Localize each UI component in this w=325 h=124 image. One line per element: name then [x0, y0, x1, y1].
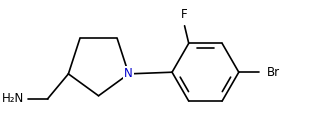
Text: H₂N: H₂N [2, 92, 24, 105]
Text: N: N [124, 67, 133, 80]
Text: Br: Br [266, 66, 280, 79]
Text: F: F [181, 8, 188, 21]
